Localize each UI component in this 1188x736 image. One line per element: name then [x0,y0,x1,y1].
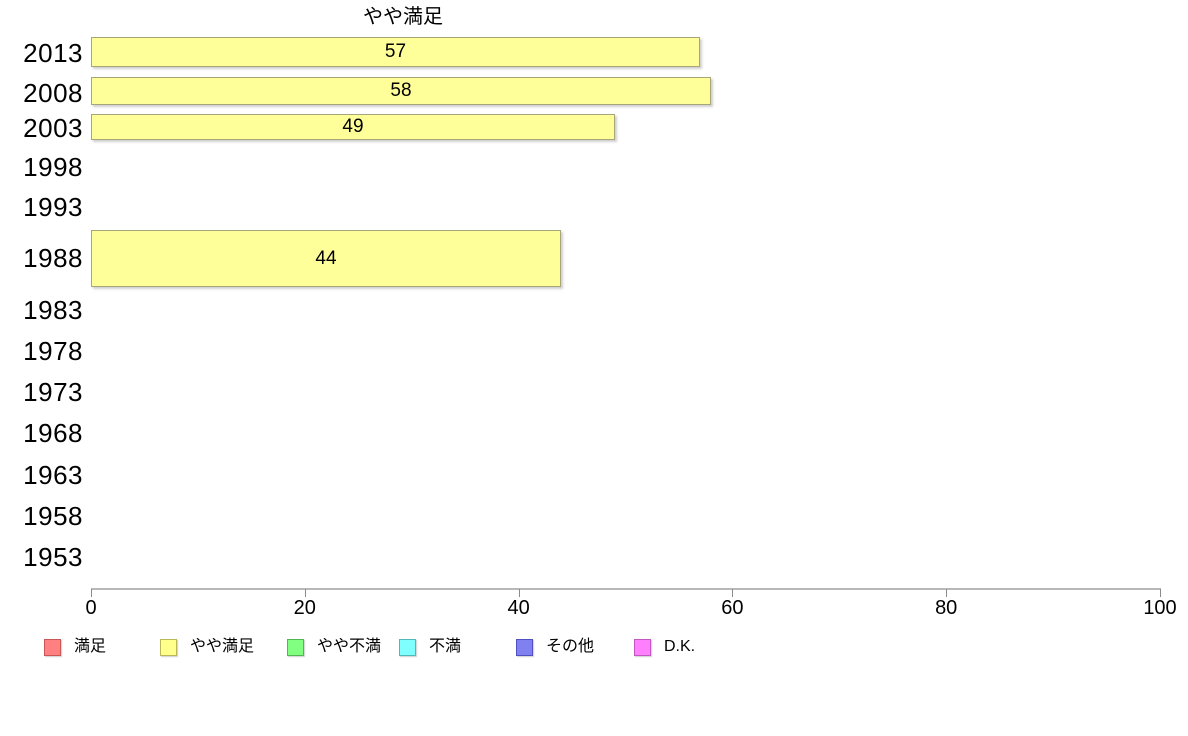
chart-title: やや満足 [363,6,443,28]
bar-1988: 44 [91,230,561,287]
bar-value-label: 49 [342,116,364,137]
x-axis-tick [732,589,734,597]
y-axis-label-1973: 1973 [23,377,83,407]
x-axis-tick-label: 60 [721,597,744,619]
y-axis-label-2008: 2008 [23,78,83,108]
x-axis-tick [518,589,520,597]
bar-value-label: 57 [384,41,407,62]
legend-item-2: やや満足 [160,638,254,656]
x-axis-tick [91,589,92,597]
bar-2008: 58 [91,77,711,105]
x-axis-tick-label: 100 [1143,597,1177,619]
legend-label: 満足 [74,638,107,655]
y-axis-label-1988: 1988 [23,243,83,273]
legend-item-1: 満足 [44,638,106,656]
legend-swatch [516,638,533,656]
y-axis-label-1983: 1983 [23,295,83,325]
y-axis-label-2003: 2003 [23,113,83,143]
legend-item-3: やや不満 [287,638,381,656]
x-axis-tick [1160,589,1161,597]
x-axis-tick-label: 40 [507,597,530,619]
bar-2003: 49 [91,114,615,140]
y-axis-label-1998: 1998 [23,152,83,182]
legend-swatch [287,638,304,656]
bar-value-label: 58 [390,80,412,101]
x-axis-tick-label: 20 [293,597,316,619]
y-axis-label-1953: 1953 [23,542,83,572]
legend-label: D.K. [664,638,696,655]
bar-value-label: 44 [315,247,337,269]
legend-swatch [634,638,651,656]
x-axis-tick [946,589,948,597]
legend-label: その他 [546,638,595,655]
legend-item-4: 不満 [399,638,461,656]
legend-item-5: その他 [516,638,594,656]
y-axis-label-1993: 1993 [23,192,83,222]
legend-swatch [399,638,416,656]
x-axis-tick-label: 80 [935,597,958,619]
x-axis-line [91,588,1161,590]
y-axis-label-2013: 2013 [23,38,83,68]
legend-label: 不満 [429,638,462,655]
legend-swatch [44,638,61,656]
y-axis-label-1963: 1963 [23,460,83,490]
x-axis-tick [304,589,306,597]
legend-swatch [160,638,177,656]
bar-2013: 57 [91,37,700,67]
legend-label: やや満足 [190,638,255,655]
x-axis-tick-label: 0 [85,597,97,619]
y-axis-label-1968: 1968 [23,418,83,448]
y-axis-label-1978: 1978 [23,336,83,366]
legend-item-6: D.K. [634,638,695,656]
y-axis-label-1958: 1958 [23,501,83,531]
legend-label: やや不満 [317,638,382,655]
